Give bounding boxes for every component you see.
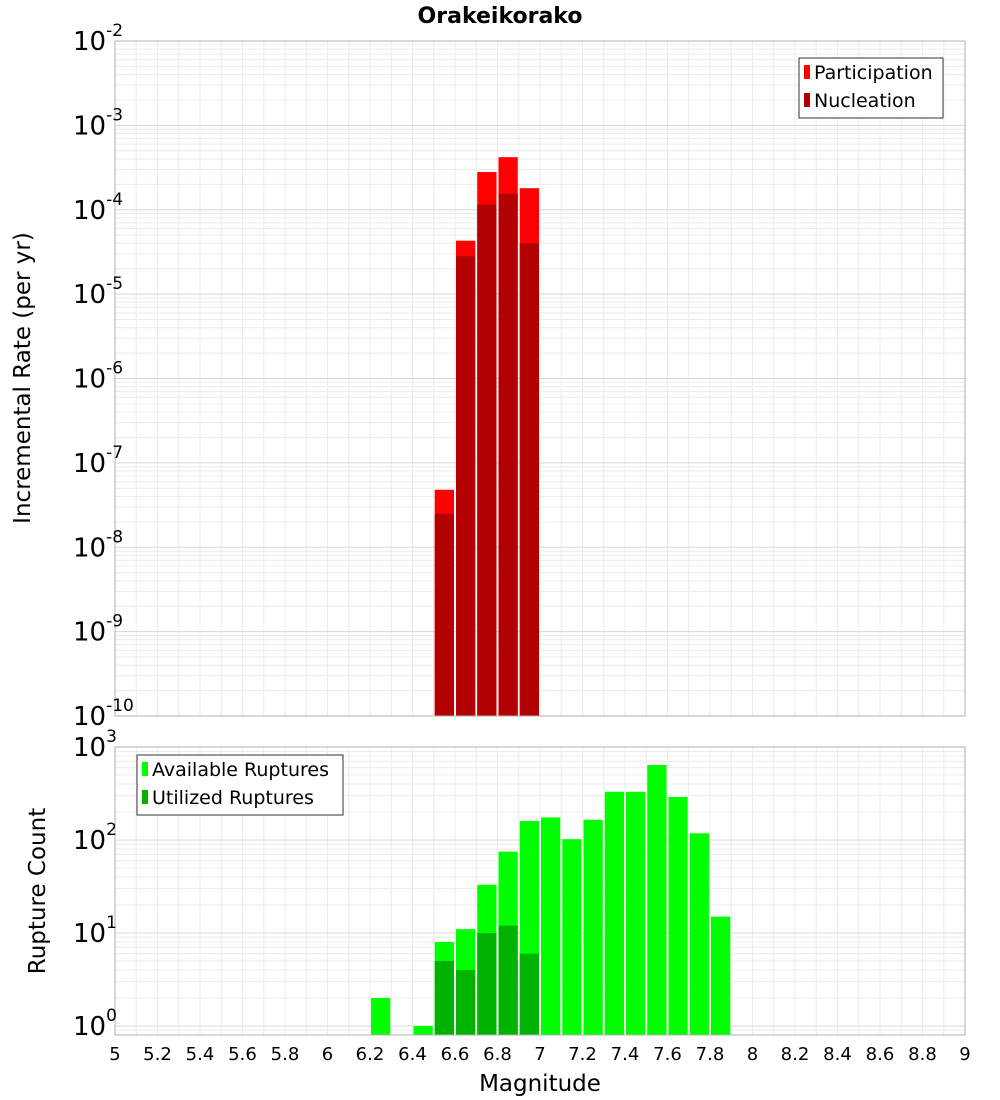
y-tick-label: 10-6 [73,359,123,395]
x-axis-label: Magnitude [479,1071,601,1097]
x-tick-label: 8.2 [781,1044,810,1065]
legend-box [136,754,344,816]
bar-series-1 [689,833,709,1035]
y-tick-label: 10-8 [73,527,123,563]
count-y-tick-labels: 100 101 102 103 [73,727,117,1042]
legend-swatch [804,65,810,79]
x-tick-label: 6.2 [356,1044,385,1065]
bar-series-1 [541,817,561,1035]
bar-series-1 [562,839,582,1035]
y-tick-label: 10-10 [73,696,134,732]
x-tick-label: 8.4 [823,1044,852,1065]
x-tick-labels: 5 5.2 5.4 5.6 5.8 6 6.2 6.4 6.6 6.8 7 7.2 7.4 7.6 7.8 8… [109,1044,970,1065]
legend-swatch [142,790,148,804]
bar-series-2 [519,243,539,717]
rate-panel: 10-10 10-9 10-8 10-7 10-6 10-5 10-4 10-3 10-2 In… [10,21,966,732]
bar-series-1 [626,791,646,1035]
y-tick-label: 10-7 [73,443,123,479]
bar-series-2 [477,204,497,717]
y-tick-label: 10-9 [73,612,123,648]
bar-series-1 [668,796,688,1035]
x-tick-label: 8.6 [866,1044,895,1065]
bar-series-1 [711,916,731,1035]
x-tick-label: 6 [322,1044,333,1065]
x-tick-label: 7 [534,1044,545,1065]
bar-series-1 [371,997,391,1035]
count-plot-frame [114,746,966,1036]
legend-entry: Available Ruptures [152,759,329,781]
bar-series-2 [519,953,539,1035]
rate-legend: Participation Nucleation [798,57,944,119]
y-tick-label: 10-5 [73,274,123,310]
x-tick-label: 9 [959,1044,970,1065]
bar-series-2 [456,969,476,1035]
chart-title: Orakeikorako [418,4,583,29]
x-tick-label: 6.6 [441,1044,470,1065]
y-tick-label: 102 [73,820,117,856]
bar-series-1 [413,1025,433,1035]
count-legend: Available Ruptures Utilized Ruptures [136,754,344,816]
y-tick-label: 101 [73,913,117,949]
rate-grid [114,40,966,717]
bar-series-2 [498,925,518,1035]
x-tick-label: 8 [747,1044,758,1065]
legend-entry: Nucleation [814,90,916,112]
y-tick-label: 10-3 [73,105,123,141]
rate-y-tick-labels: 10-10 10-9 10-8 10-7 10-6 10-5 10-4 10-3 10-2 [73,21,134,732]
bar-series-1 [647,765,667,1035]
y-tick-label: 10-4 [73,190,123,226]
rate-plot-frame [114,40,966,717]
legend-swatch [142,762,148,776]
x-tick-label: 7.6 [653,1044,682,1065]
x-tick-label: 6.8 [483,1044,512,1065]
count-y-axis-label: Rupture Count [25,808,51,974]
bar-series-2 [456,256,476,716]
x-tick-label: 5.6 [228,1044,257,1065]
x-tick-label: 5 [109,1044,120,1065]
bar-series-2 [477,932,497,1035]
x-tick-label: 8.8 [908,1044,937,1065]
legend-entry: Utilized Ruptures [152,787,314,809]
legend-entry: Participation [814,62,933,84]
count-bars [371,765,731,1035]
x-tick-label: 5.8 [271,1044,300,1065]
bar-series-2 [434,513,454,716]
bar-series-1 [604,791,624,1035]
bar-series-2 [434,960,454,1035]
bar-series-2 [498,193,518,716]
count-panel: 100 101 102 103 5 5.2 5.4 5.6 5.8 6 6.2 6.4 6.6 6.8 7… [25,727,971,1097]
x-tick-label: 7.8 [696,1044,725,1065]
y-tick-label: 10-2 [73,21,123,57]
legend-box [798,57,944,119]
bar-series-1 [583,819,603,1035]
rate-bars [434,157,539,717]
x-tick-label: 6.4 [398,1044,427,1065]
rate-y-axis-label: Incremental Rate (per yr) [10,232,36,524]
x-tick-label: 7.4 [611,1044,640,1065]
x-tick-label: 7.2 [568,1044,597,1065]
x-tick-label: 5.2 [143,1044,172,1065]
legend-swatch [804,93,810,107]
y-tick-label: 103 [73,727,117,763]
y-tick-label: 100 [73,1006,117,1042]
x-tick-label: 5.4 [186,1044,215,1065]
